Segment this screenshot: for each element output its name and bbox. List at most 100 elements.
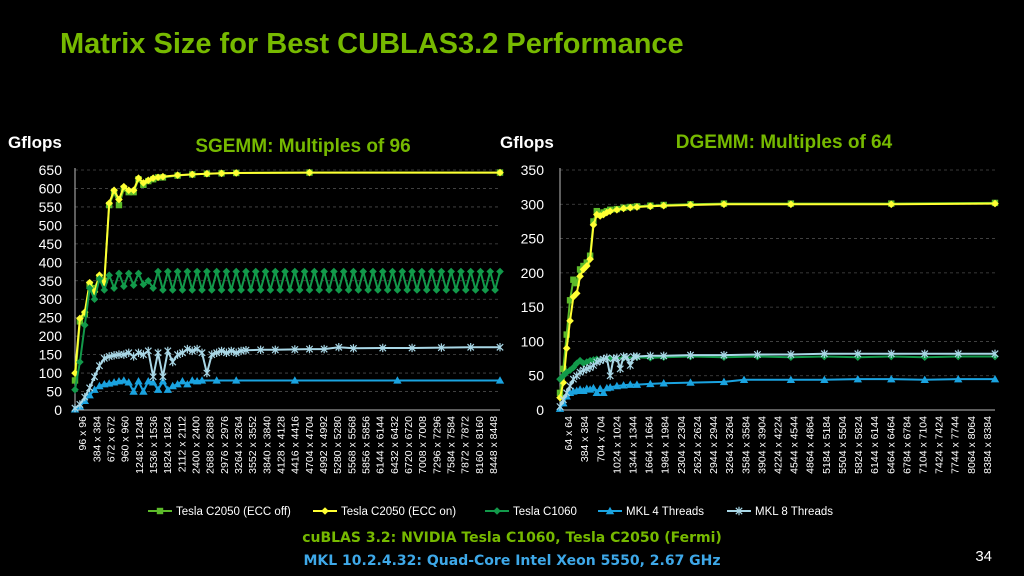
data-point	[619, 204, 628, 213]
data-point	[720, 200, 728, 209]
data-point	[854, 349, 862, 358]
data-point	[820, 375, 829, 384]
data-point	[427, 267, 436, 276]
data-point	[437, 343, 446, 352]
data-point	[90, 295, 99, 304]
x-tick-label: 5856 x 5856	[360, 416, 372, 474]
data-point	[90, 372, 99, 381]
sgemm-chart: 0 50 100 150 200 250 300 350 400 450 500 550 600 650 9…	[8, 133, 505, 474]
data-point	[159, 172, 167, 181]
x-tick-label: 384 x 384	[579, 416, 591, 462]
data-point	[887, 349, 895, 358]
legend-item-tesla-c2050-ecc-on: Tesla C2050 (ECC on)	[313, 506, 456, 518]
data-point	[85, 284, 94, 292]
data-point	[178, 377, 187, 385]
y-axis-label: Gflops	[500, 133, 554, 152]
data-point	[853, 374, 863, 383]
data-point	[476, 267, 485, 276]
data-point	[110, 186, 118, 195]
data-point	[115, 269, 123, 278]
series-tesla-c2050-ecc-on	[71, 168, 504, 377]
data-point	[188, 286, 197, 294]
data-point	[413, 286, 421, 294]
data-point	[457, 267, 465, 276]
data-point	[383, 286, 392, 294]
data-point	[359, 267, 368, 276]
data-point	[115, 201, 123, 209]
x-tick-label: 3264 x 3264	[724, 416, 736, 474]
data-point	[178, 348, 187, 357]
series-mkl-4-threads	[555, 374, 1000, 412]
x-tick-label: 4992 x 4992	[318, 416, 330, 474]
data-point	[129, 387, 138, 395]
data-point	[198, 286, 206, 294]
x-tick-label: 8160 x 8160	[474, 416, 486, 474]
data-point	[576, 272, 584, 281]
data-point	[335, 343, 343, 352]
series-line	[74, 270, 501, 390]
x-tick-label: 7744 x 7744	[950, 416, 962, 474]
legend-item-mkl-8-threads: MKL 8 Threads	[727, 506, 833, 518]
data-point	[921, 349, 929, 358]
data-point	[559, 395, 567, 404]
y-tick-label: 50	[46, 384, 62, 400]
data-point	[173, 267, 182, 276]
data-point	[556, 393, 564, 402]
data-point	[646, 351, 654, 361]
data-point	[212, 376, 221, 384]
data-point	[281, 267, 289, 276]
data-point	[208, 350, 216, 359]
data-point	[646, 379, 655, 388]
x-tick-label: 6464 x 6464	[885, 416, 897, 474]
y-tick-label: 200	[521, 265, 545, 281]
data-point	[85, 278, 94, 287]
x-tick-label: 8384 x 8384	[982, 416, 994, 474]
data-point	[173, 171, 182, 179]
data-point	[159, 286, 167, 294]
y-tick-label: 500	[39, 217, 63, 233]
data-point	[471, 286, 480, 294]
y-tick-label: 400	[39, 254, 63, 270]
data-point	[139, 387, 148, 395]
y-tick-label: 650	[39, 162, 63, 178]
y-tick-label: 300	[521, 196, 545, 212]
x-tick-label: 3264 x 3264	[233, 416, 245, 474]
data-point	[566, 317, 574, 325]
x-tick-label: 1024 x 1024	[611, 416, 623, 474]
data-point	[173, 350, 182, 359]
x-tick-label: 2944 x 2944	[708, 416, 720, 474]
x-tick-label: 2976 x 2976	[219, 416, 231, 474]
data-point	[71, 385, 79, 394]
data-point	[188, 376, 197, 384]
data-point	[266, 286, 275, 294]
y-tick-label: 550	[39, 199, 63, 215]
data-point	[148, 378, 158, 386]
x-tick-label: 1664 x 1664	[644, 416, 656, 474]
data-point	[586, 363, 594, 372]
x-tick-label: 704 x 704	[595, 416, 607, 462]
x-tick-label: 2688 x 2688	[205, 416, 217, 474]
data-point	[606, 371, 614, 380]
data-point	[291, 267, 299, 276]
data-point	[393, 376, 402, 384]
data-point	[149, 174, 157, 182]
data-point	[164, 346, 172, 356]
data-point	[616, 364, 624, 374]
data-point	[134, 377, 143, 385]
data-point	[369, 267, 377, 276]
data-point	[589, 356, 598, 364]
data-point	[139, 350, 148, 359]
x-tick-label: 7104 x 7104	[918, 416, 930, 474]
data-point	[686, 378, 695, 386]
data-point	[144, 377, 153, 385]
data-point	[612, 381, 622, 390]
data-point	[310, 267, 319, 276]
x-tick-label: 2304 x 2304	[676, 416, 688, 474]
data-point	[154, 267, 162, 276]
data-point	[486, 267, 495, 276]
data-point	[173, 379, 182, 388]
data-point	[563, 388, 571, 398]
data-point	[437, 267, 446, 276]
y-tick-label: 50	[528, 368, 544, 384]
